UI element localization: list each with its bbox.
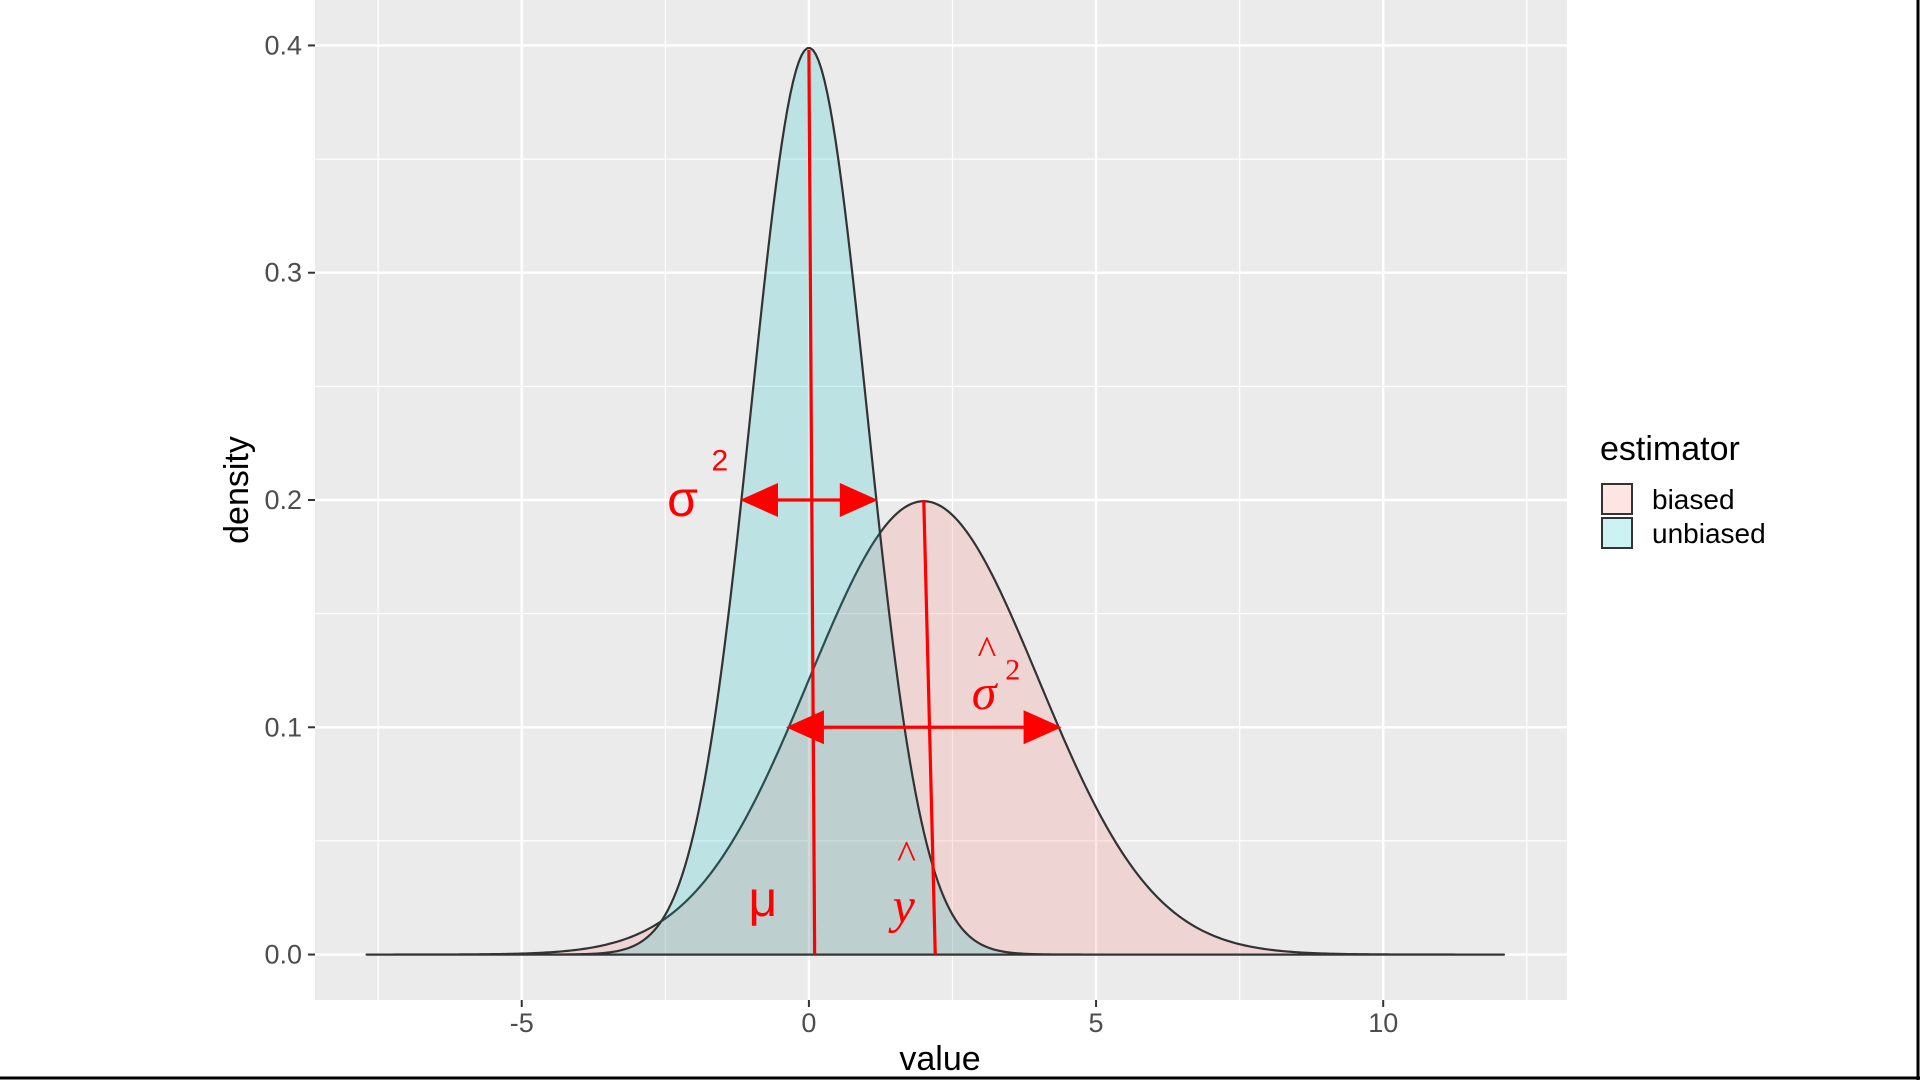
- sigma-squared-arrowhead-left: [739, 483, 778, 517]
- density-area-unbiased: [365, 46, 1505, 956]
- sigma-hat-squared-label: σ: [972, 664, 999, 720]
- y-tick-label: 0.2: [264, 485, 302, 515]
- y-tick-label: 0.4: [264, 30, 302, 60]
- sigma-hat-squared-hat: ^: [978, 628, 997, 673]
- x-tick-label: 5: [1089, 1008, 1104, 1038]
- y-hat-label: y: [888, 878, 916, 934]
- sigma-squared-label: σ: [667, 471, 698, 527]
- y-axis-title: density: [218, 436, 256, 544]
- x-axis: -5 0 5 10: [510, 1000, 1398, 1038]
- x-tick-label: -5: [510, 1008, 534, 1038]
- sigma-hat-squared-arrowhead-right: [1023, 710, 1062, 745]
- y-tick-label: 0.1: [264, 712, 302, 742]
- mu-line: [807, 49, 817, 955]
- y-hat-hat: ^: [897, 832, 916, 877]
- legend-key-biased: [1601, 483, 1633, 515]
- sigma-hat-squared-arrowhead-left: [785, 710, 824, 745]
- sigma-squared-arrowhead-right: [839, 483, 878, 517]
- x-axis-title: value: [899, 1040, 980, 1078]
- annotations: μ y^σ2σ^ 2: [667, 49, 1062, 955]
- legend-label-unbiased: unbiased: [1652, 518, 1766, 549]
- sigma-hat-squared-sup: 2: [1005, 654, 1020, 687]
- mu-label: μ: [749, 871, 778, 927]
- legend-label-biased: biased: [1652, 484, 1735, 515]
- sigma-squared-sup: 2: [712, 444, 729, 477]
- y-tick-label: 0.0: [264, 940, 302, 970]
- legend-title: estimator: [1600, 430, 1740, 468]
- x-tick-label: 0: [801, 1008, 816, 1038]
- y-axis: 0.0 0.1 0.2 0.3 0.4: [264, 30, 315, 970]
- x-tick-label: 10: [1368, 1008, 1398, 1038]
- y-tick-label: 0.3: [264, 258, 302, 288]
- legend-key-unbiased: [1601, 517, 1633, 549]
